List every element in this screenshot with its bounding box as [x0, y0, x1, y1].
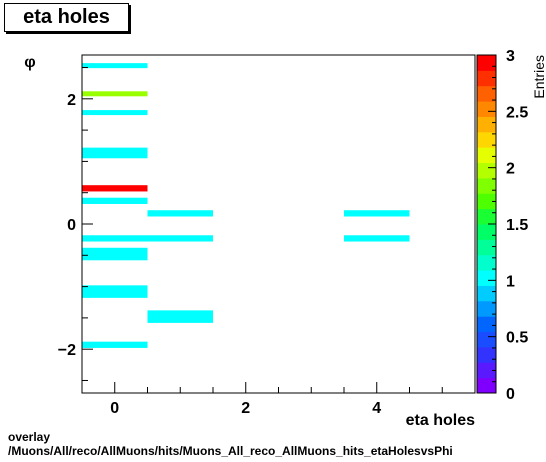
color-scale-segment: [477, 316, 496, 333]
heatmap-bin: [82, 285, 148, 298]
heatmap-bin: [147, 210, 213, 217]
color-scale-segment: [477, 101, 496, 117]
color-scale-segment: [477, 331, 496, 348]
heatmap-bin: [82, 63, 148, 69]
color-scale-segment: [477, 285, 496, 302]
color-scale-segment: [477, 85, 496, 102]
color-scale-segment: [477, 224, 496, 240]
color-scale-segment: [477, 162, 496, 179]
color-scale-segment: [477, 346, 496, 363]
axis-ticks: [81, 67, 476, 393]
color-scale-segment: [477, 300, 496, 317]
heatmap-bin: [82, 185, 148, 192]
color-scale-segment: [477, 270, 496, 286]
heatmap-bin: [82, 91, 148, 97]
color-scale-segment: [477, 177, 496, 194]
y-tick-label: 0: [67, 217, 76, 234]
color-scale-segment: [477, 131, 496, 148]
color-scale-tick-label: 1.5: [506, 217, 528, 234]
heatmap-bin: [344, 235, 410, 242]
color-scale-title: Entries: [531, 55, 546, 99]
heatmap-bin: [82, 341, 148, 348]
color-scale-segment: [477, 254, 496, 271]
chart-title: eta holes: [4, 3, 129, 32]
color-scale-tick-label: 3: [506, 48, 515, 65]
y-tick-label: 2: [67, 92, 76, 109]
heatmap-bin: [82, 197, 148, 204]
color-scale-segment: [477, 70, 496, 87]
x-tick-labels: 0 2 4: [110, 400, 381, 417]
footer-line-1: overlay: [8, 430, 51, 444]
color-scale-tick-label: 1: [506, 273, 515, 290]
heatmap-bin: [344, 210, 410, 217]
y-tick-labels: −2 0 2: [58, 92, 76, 359]
x-tick-label: 0: [110, 400, 119, 417]
color-scale-segment: [477, 116, 496, 133]
color-scale-segment: [477, 208, 496, 225]
y-axis-title: φ: [24, 54, 35, 71]
x-tick-label: 2: [241, 400, 250, 417]
heatmap-bin: [82, 147, 148, 159]
footer-line-2: /Muons/All/reco/AllMuons/hits/Muons_All_…: [8, 444, 453, 458]
y-tick-label: −2: [58, 342, 76, 359]
color-scale-labels: 0 0.5 1 1.5 2 2.5 3: [488, 48, 528, 403]
color-scale-segment: [477, 193, 496, 210]
x-tick-label: 4: [372, 400, 381, 417]
color-scale-segment: [477, 362, 496, 379]
color-scale-segment: [477, 55, 496, 71]
color-scale-segment: [477, 239, 496, 256]
color-scale-tick-label: 0.5: [506, 330, 528, 347]
heatmap-bins: [82, 63, 410, 348]
color-scale-segment: [477, 147, 496, 164]
x-axis-title: eta holes: [406, 412, 475, 429]
heatmap-bin: [82, 110, 148, 116]
heatmap-bin: [82, 247, 148, 261]
heatmap-bin: [147, 310, 213, 323]
heatmap-bin: [82, 235, 213, 242]
footer: overlay /Muons/All/reco/AllMuons/hits/Mu…: [8, 430, 453, 458]
color-scale: [476, 54, 497, 394]
color-scale-segment: [477, 377, 496, 394]
color-scale-tick-label: 2.5: [506, 104, 528, 121]
color-scale-tick-label: 0: [506, 386, 515, 403]
color-scale-tick-label: 2: [506, 161, 515, 178]
